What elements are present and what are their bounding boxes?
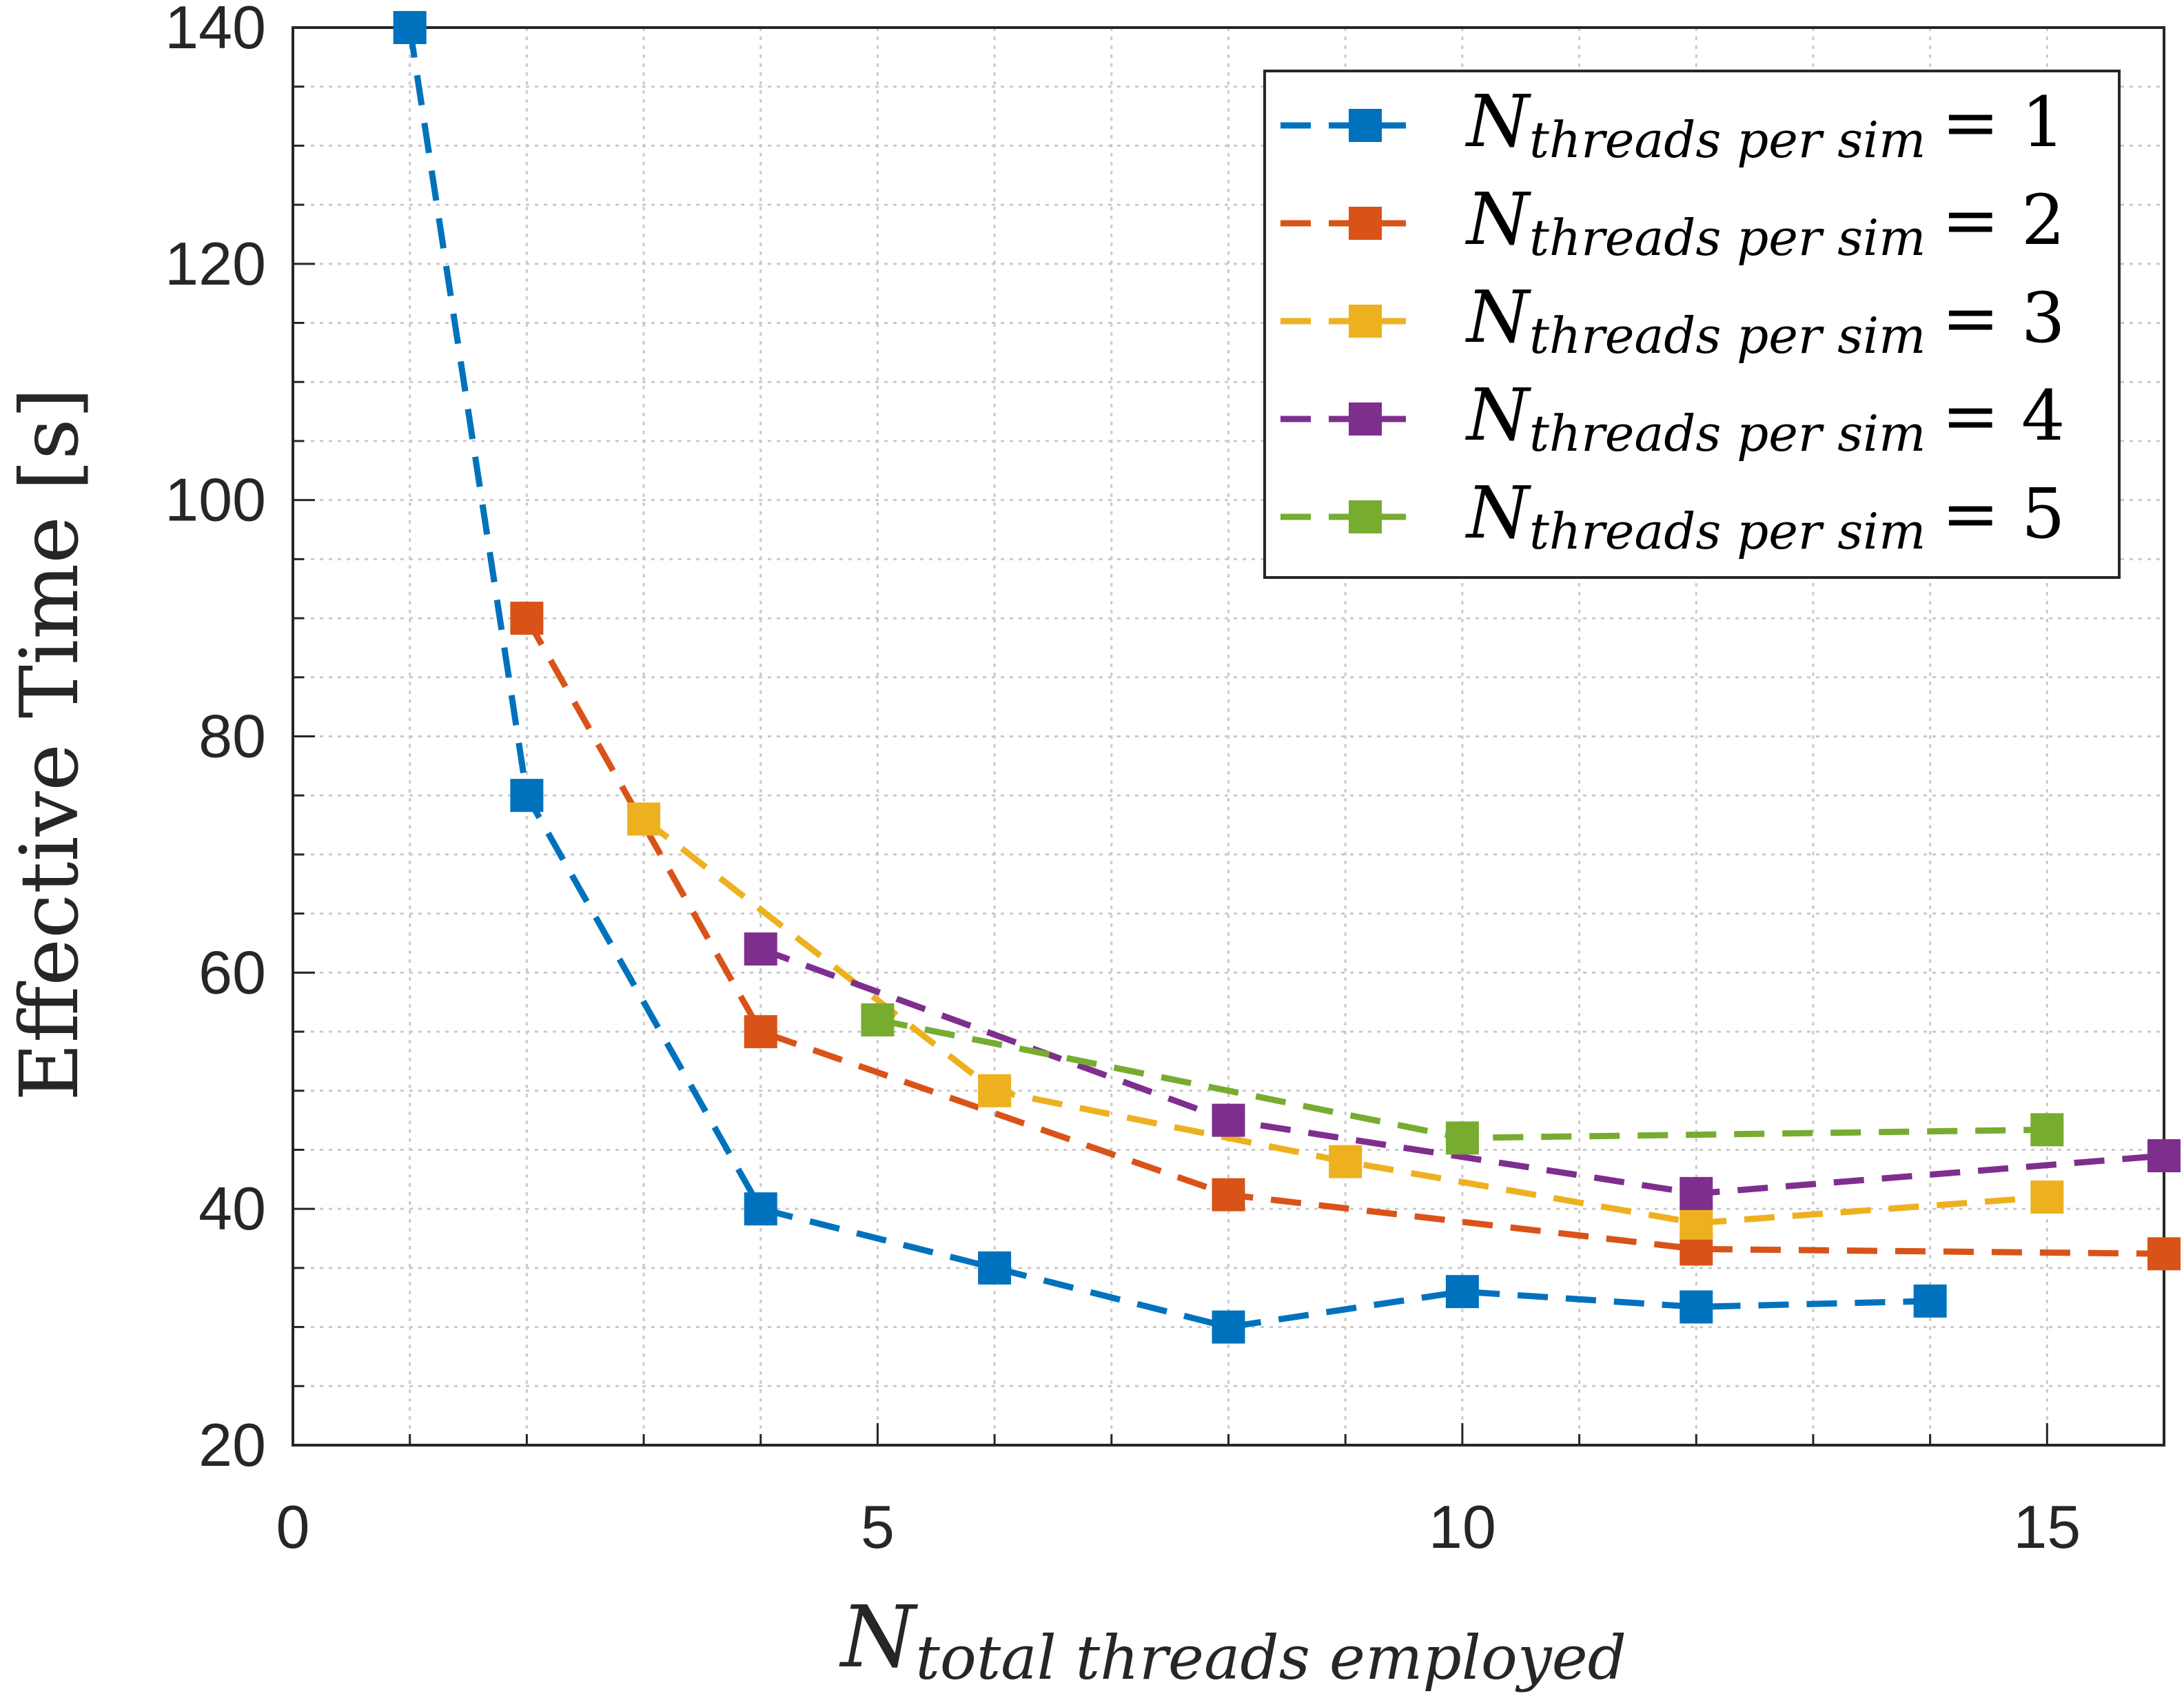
series-line: [407, 27, 1930, 1331]
data-point: [2030, 1113, 2064, 1147]
y-tick-label: 140: [165, 0, 266, 61]
data-point: [744, 1192, 777, 1226]
legend-label-main: N: [1464, 471, 1531, 555]
series-layer: [393, 11, 2181, 1344]
data-point: [1680, 1290, 1713, 1324]
legend-label-value: = 2: [1941, 180, 2065, 260]
data-point: [627, 802, 661, 836]
data-point: [978, 1251, 1012, 1285]
x-tick-label: 10: [1429, 1493, 1496, 1561]
data-point: [1329, 1145, 1363, 1178]
data-point: [744, 932, 777, 966]
legend-label-main: N: [1464, 275, 1531, 359]
data-point: [1913, 1284, 1947, 1318]
legend-label: Nthreads per sim = 3: [1464, 275, 2065, 365]
x-axis-label: Ntotal threads employed: [839, 1588, 1626, 1693]
legend-item-1: Nthreads per sim = 1: [1280, 79, 2065, 169]
legend-label-subscript: threads per sim: [1529, 307, 1941, 365]
legend-label: Nthreads per sim = 5: [1464, 471, 2065, 560]
data-point: [1212, 1310, 1245, 1344]
legend-label-subscript: threads per sim: [1529, 502, 1941, 560]
series-2: [510, 602, 2181, 1271]
legend-marker: [1349, 402, 1382, 436]
legend-marker: [1349, 109, 1382, 142]
y-tick-label: 100: [165, 466, 266, 534]
data-point: [744, 1015, 777, 1049]
legend-label: Nthreads per sim = 1: [1464, 79, 2065, 169]
legend-label-subscript: threads per sim: [1529, 111, 1941, 169]
legend-label-subscript: threads per sim: [1529, 405, 1941, 462]
x-tick-label: 15: [2013, 1493, 2081, 1561]
x-tick-label: 0: [276, 1493, 310, 1561]
legend-marker: [1349, 500, 1382, 533]
legend-item-2: Nthreads per sim = 2: [1280, 177, 2065, 267]
data-point: [2147, 1139, 2181, 1173]
y-tick-label: 120: [165, 229, 266, 298]
legend-item-4: Nthreads per sim = 4: [1280, 373, 2065, 462]
legend-item-3: Nthreads per sim = 3: [1280, 275, 2065, 365]
y-tick-label: 20: [198, 1411, 266, 1479]
ticks: [293, 26, 2165, 1445]
legend-marker: [1349, 207, 1382, 240]
x-tick-label: 5: [861, 1493, 895, 1561]
data-point: [1680, 1176, 1713, 1210]
legend-label-value: = 5: [1941, 473, 2065, 554]
tick-labels: 0 5 10 15 20 40 60 80 100 120 140: [165, 0, 2081, 1561]
legend-label: Nthreads per sim = 4: [1464, 373, 2065, 462]
x-axis-label-main: N: [839, 1588, 919, 1687]
data-point: [510, 602, 544, 635]
y-tick-label: 60: [198, 938, 266, 1006]
legend-label-main: N: [1464, 79, 1531, 163]
legend-label: Nthreads per sim = 2: [1464, 177, 2065, 267]
data-point: [1212, 1103, 1245, 1137]
series-line: [759, 946, 2165, 1197]
series-3: [627, 802, 2064, 1240]
legend-label-main: N: [1464, 177, 1531, 261]
data-point: [978, 1074, 1012, 1107]
legend-label-value: = 1: [1941, 82, 2065, 163]
legend-box: [1263, 70, 2121, 579]
data-point: [1680, 1206, 1713, 1240]
data-point: [861, 1003, 895, 1036]
legend-item-5: Nthreads per sim = 5: [1280, 471, 2065, 560]
legend-label-value: = 4: [1941, 376, 2065, 456]
y-axis-label: Effective Time [s]: [3, 387, 96, 1101]
legend-label-main: N: [1464, 373, 1531, 457]
y-tick-label: 40: [198, 1174, 266, 1243]
data-point: [510, 779, 544, 813]
data-point: [1445, 1275, 1479, 1309]
series-1: [393, 11, 1947, 1344]
series-5: [861, 1003, 2064, 1155]
series-4: [744, 932, 2181, 1210]
data-point: [1445, 1121, 1479, 1155]
data-point: [2030, 1181, 2064, 1214]
y-tick-label: 80: [198, 702, 266, 770]
data-point: [2147, 1237, 2181, 1271]
data-point: [1212, 1178, 1245, 1212]
legend-label-subscript: threads per sim: [1529, 209, 1941, 267]
x-axis-label-subscript: total threads employed: [915, 1622, 1626, 1693]
legend-label-value: = 3: [1941, 278, 2065, 358]
legend-marker: [1349, 305, 1382, 338]
data-point: [393, 11, 427, 44]
